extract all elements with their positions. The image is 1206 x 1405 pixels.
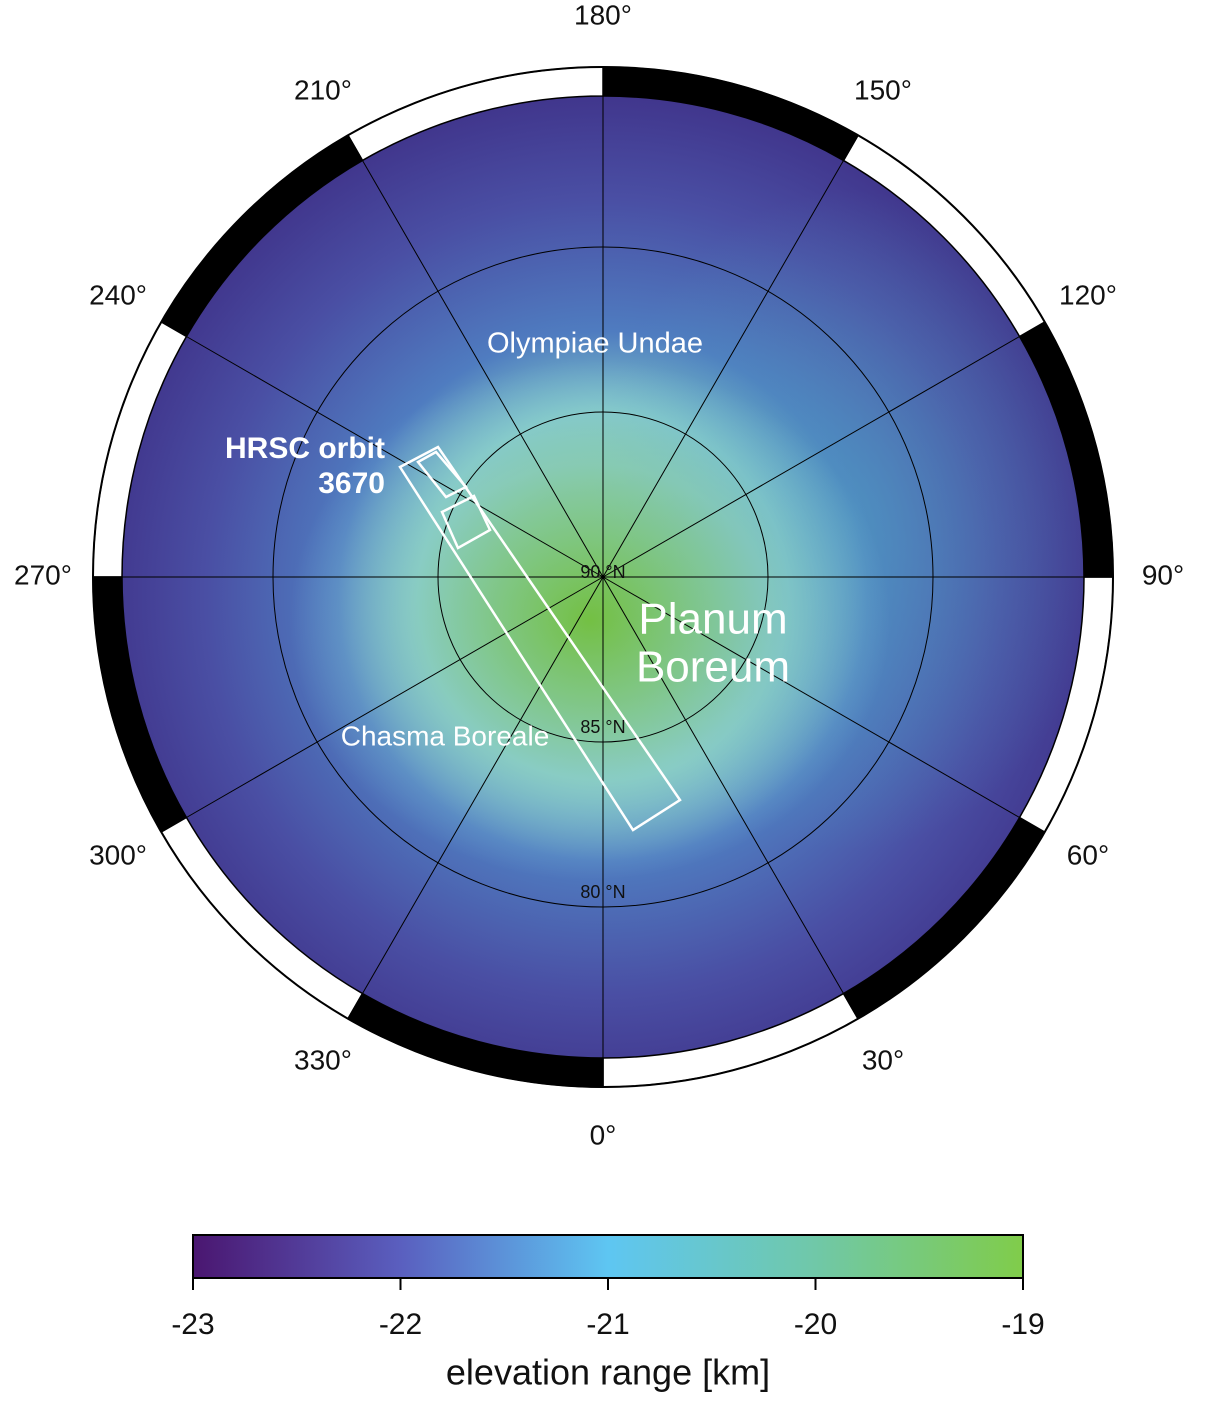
longitude-label: 120° — [1059, 279, 1117, 310]
longitude-label: 0° — [590, 1119, 617, 1150]
latitude-label: 80 °N — [580, 882, 625, 902]
longitude-label: 180° — [574, 0, 632, 30]
longitude-label: 210° — [294, 74, 352, 105]
longitude-label: 150° — [854, 74, 912, 105]
colorbar-tick-label: -22 — [379, 1308, 422, 1341]
longitude-label: 270° — [14, 559, 72, 590]
colorbar-tick-label: -23 — [171, 1308, 214, 1341]
annotation: 3670 — [318, 467, 385, 500]
colorbar: elevation range [km] -23 -22 -21 -20 -19 — [171, 1235, 1044, 1393]
annotation: Chasma Boreale — [341, 720, 550, 751]
colorbar-bar — [193, 1235, 1023, 1278]
annotation: Planum — [638, 595, 787, 644]
latitude-label: 85 °N — [580, 717, 625, 737]
colorbar-label: elevation range [km] — [446, 1352, 770, 1393]
longitude-label: 90° — [1142, 559, 1184, 590]
latitude-label: 90 °N — [580, 562, 625, 582]
longitude-label: 60° — [1067, 839, 1109, 870]
longitude-label: 30° — [862, 1044, 904, 1075]
annotation: Boreum — [636, 643, 790, 692]
longitude-label: 240° — [89, 279, 147, 310]
longitude-label: 330° — [294, 1044, 352, 1075]
annotation: Olympiae Undae — [487, 328, 703, 360]
colorbar-tick-label: -19 — [1001, 1308, 1044, 1341]
colorbar-tick-label: -21 — [586, 1308, 629, 1341]
annotation: HRSC orbit — [225, 432, 385, 465]
colorbar-tick-label: -20 — [794, 1308, 837, 1341]
figure: Olympiae Undae HRSC orbit 3670 Planum Bo… — [0, 0, 1206, 1400]
longitude-label: 300° — [89, 839, 147, 870]
